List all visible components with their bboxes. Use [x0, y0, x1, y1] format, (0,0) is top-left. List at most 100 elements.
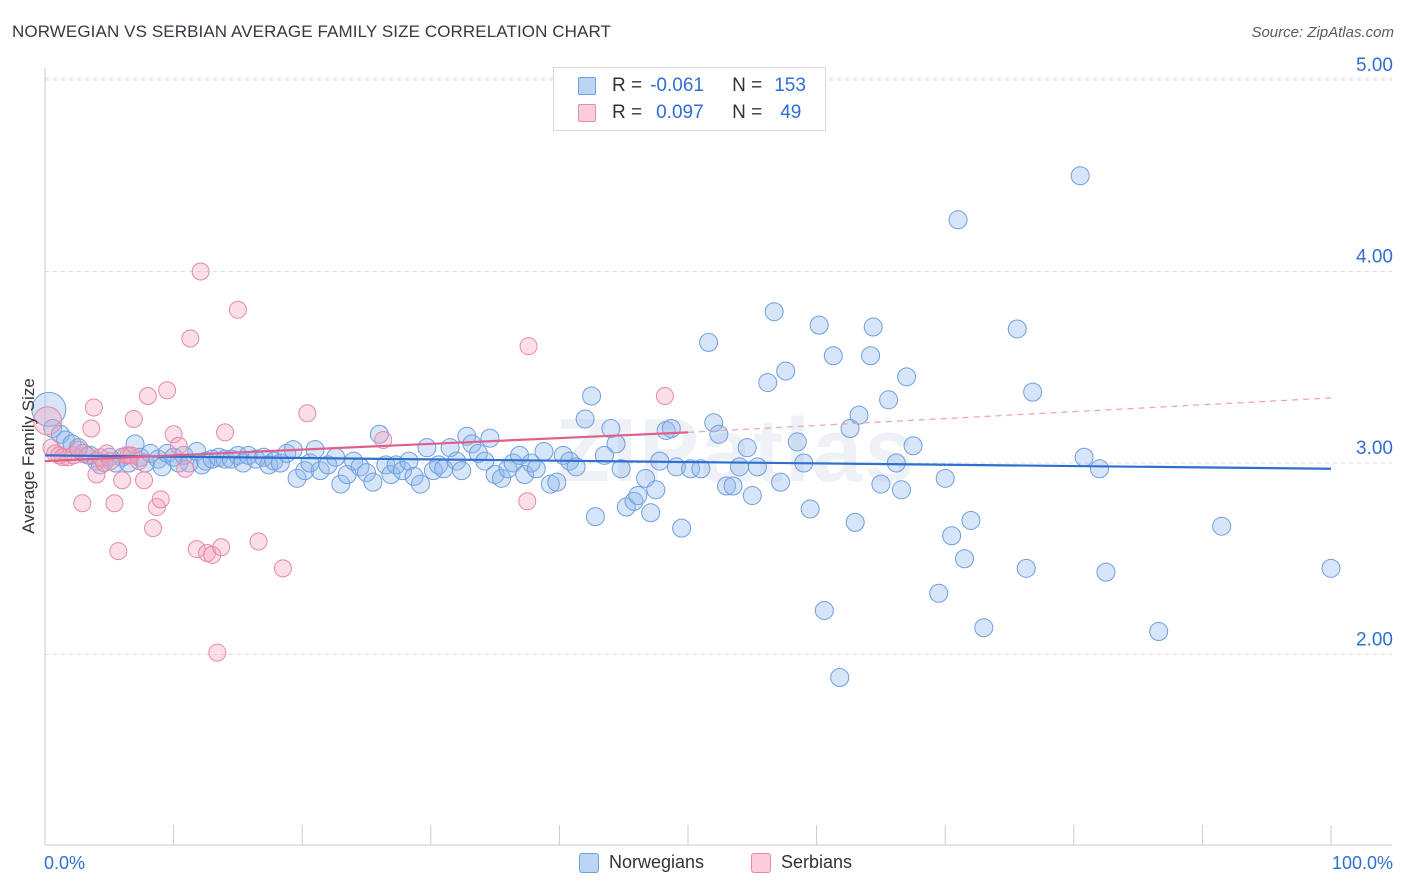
serbian-point	[84, 398, 103, 417]
norwegian-point	[1212, 516, 1232, 536]
norwegian-point	[1321, 558, 1341, 578]
legend-r-value: 0.097	[656, 102, 704, 123]
norwegian-point	[849, 405, 869, 425]
norwegian-point	[681, 459, 701, 479]
norwegian-point	[814, 600, 834, 620]
y-tick-label: 5.00	[1356, 55, 1393, 76]
bottom-swatch-norwegians	[579, 852, 599, 873]
norwegian-point	[723, 476, 743, 496]
norwegian-point	[540, 474, 560, 494]
axis-labels: 2.00 3.00 4.00 5.00 0.0% 100.0% Average Family…	[19, 55, 1393, 873]
norwegian-point	[742, 486, 762, 506]
serbian-point	[82, 419, 101, 438]
serbian-point	[191, 262, 210, 281]
bottom-swatch-serbians	[751, 852, 771, 873]
serbian-point	[273, 559, 292, 578]
norwegian-point	[534, 442, 554, 462]
serbian-point	[109, 542, 128, 561]
y-tick-label: 4.00	[1356, 247, 1393, 268]
norwegian-point	[1070, 166, 1090, 186]
norwegian-point	[897, 367, 917, 387]
norwegian-point	[809, 315, 829, 335]
axes	[44, 68, 1392, 846]
norwegian-point	[215, 449, 235, 469]
norwegian-point	[331, 474, 351, 494]
norwegian-point	[1016, 558, 1036, 578]
norwegian-point	[31, 391, 67, 427]
watermark: ZIPatlas	[555, 401, 917, 501]
norwegian-point	[954, 549, 974, 569]
serbian-point	[187, 540, 206, 559]
norwegian-point	[948, 210, 968, 230]
norwegian-point	[452, 461, 472, 481]
norwegian-point	[891, 480, 911, 500]
grid	[45, 77, 1392, 655]
norwegian-point	[771, 472, 791, 492]
norwegian-point	[764, 302, 784, 322]
legend-r-value: -0.061	[650, 75, 704, 96]
norwegian-point	[861, 346, 881, 366]
norwegian-point	[1149, 622, 1169, 642]
norwegian-point	[672, 518, 692, 538]
norwegian-point	[582, 386, 602, 406]
norwegian-point	[606, 434, 626, 454]
serbian-point	[374, 431, 393, 450]
norwegian-point	[468, 443, 488, 463]
serbian-point	[203, 545, 222, 564]
serbian-point	[212, 538, 231, 557]
norwegian-point	[830, 667, 850, 687]
norwegian-point	[611, 459, 631, 479]
legend-n-value: 49	[780, 102, 802, 123]
y-tick-label: 2.00	[1356, 630, 1393, 651]
serbian-point	[105, 494, 124, 513]
x-tick-label-min: 0.0%	[44, 853, 85, 873]
norwegian-point	[363, 472, 383, 492]
norwegian-point	[357, 463, 376, 483]
serbian-point	[176, 459, 195, 478]
norwegian-point	[318, 455, 338, 475]
norwegian-point	[641, 503, 661, 523]
norwegian-point	[646, 480, 666, 500]
serbian-point	[181, 329, 200, 348]
norwegian-point	[480, 428, 500, 448]
norwegian-point	[717, 476, 737, 496]
norwegian-point	[863, 317, 883, 337]
serbian-point	[138, 386, 157, 405]
serbian-point	[228, 300, 247, 319]
serbian-point	[655, 386, 674, 405]
serbian-point	[519, 337, 538, 356]
serbian-point	[298, 404, 317, 423]
norwegian-point	[381, 464, 401, 484]
series-norwegians	[31, 166, 1341, 687]
norwegian-point	[691, 459, 711, 479]
serbian-trend-line	[44, 431, 689, 463]
norwegian-point	[787, 432, 807, 452]
serbian-point	[158, 381, 177, 400]
norwegian-point	[462, 434, 482, 454]
norwegian-point	[447, 451, 467, 471]
source-label: Source: ZipAtlas.com	[1251, 24, 1394, 41]
norwegian-point	[800, 499, 820, 519]
legend-n-value: 153	[774, 75, 806, 96]
norwegian-point	[704, 413, 724, 433]
norwegian-point	[515, 464, 535, 484]
bottom-legend-norwegians: Norwegians	[579, 852, 704, 873]
legend-row-serbians: R = 0.097 N = 49	[578, 101, 801, 125]
norwegian-point	[661, 419, 681, 439]
norwegian-point	[776, 361, 796, 381]
norwegian-point	[43, 419, 63, 439]
norwegian-point	[287, 468, 307, 488]
y-tick-label: 3.00	[1356, 438, 1393, 459]
norwegian-point	[747, 457, 767, 477]
bottom-legend-label: Norwegians	[609, 852, 705, 872]
norwegian-point	[823, 346, 843, 366]
norwegian-point	[575, 409, 595, 429]
norwegian-point	[601, 419, 621, 439]
norwegian-point	[1074, 447, 1094, 467]
norwegian-point	[566, 457, 586, 477]
norwegian-point	[709, 424, 729, 444]
norwegian-point	[624, 491, 644, 511]
serbian-point	[124, 409, 143, 428]
legend-row-norwegians: R = -0.061 N = 153	[578, 74, 806, 98]
x-tick-label-max: 100.0%	[1332, 853, 1393, 873]
